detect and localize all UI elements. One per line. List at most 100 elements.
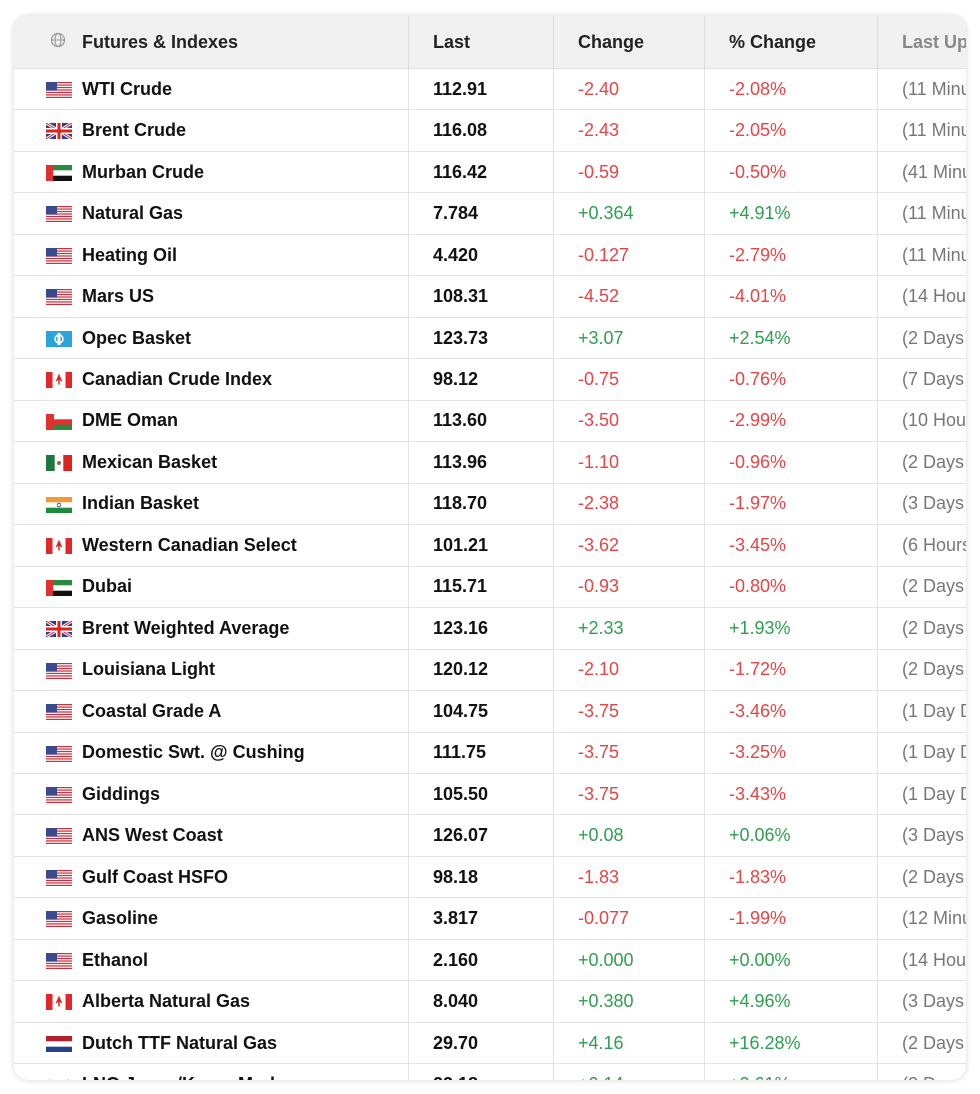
instrument-name-cell: Brent Crude [14, 109, 409, 152]
header-label: Change [578, 31, 645, 52]
change-cell: +4.16 [553, 1021, 705, 1064]
flag-part [46, 713, 72, 716]
table-row: Gasoline 3.817 -0.077 -1.99% (12 Minutes Del… [14, 897, 966, 940]
last-price-cell: 115.71 [408, 565, 554, 608]
last-updated-cell: (1 Day Delay) [877, 731, 966, 774]
instrument-name-cell: LNG Japan/Korea Marker [14, 1063, 409, 1080]
last-updated-cell: (2 Days Delay) [877, 855, 966, 898]
flag-part [46, 301, 72, 303]
percent-change-cell: -2.99% [704, 399, 878, 442]
percent-change-cell: -3.45% [704, 524, 878, 567]
flag-part [46, 247, 72, 250]
flag-part [46, 967, 72, 969]
flag-part [46, 786, 57, 796]
flag-part [46, 994, 53, 1011]
last-updated: (2 Days Delay) [902, 1032, 966, 1053]
percent-change-cell: -3.43% [704, 772, 878, 815]
change: -1.10 [578, 451, 620, 472]
table-row: Gulf Coast HSFO 98.18 -1.83 -1.83% (2 Days D… [14, 855, 966, 898]
flag-part [46, 835, 72, 838]
flag-part [46, 828, 57, 838]
instrument-name: Mexican Basket [82, 451, 218, 472]
change-cell: -3.62 [553, 524, 705, 567]
instrument-name-cell: Coastal Grade A [14, 690, 409, 732]
last-updated: (2 Days Delay) [902, 327, 966, 348]
last-price-cell: 116.42 [408, 150, 554, 193]
last-price: 3.817 [433, 908, 479, 929]
flag-icon [46, 455, 72, 472]
table-row: LNG Japan/Korea Marker 23.18 +0.14 +0.61% (2… [14, 1063, 966, 1080]
flag-part [46, 86, 72, 89]
flag-part [46, 872, 72, 874]
last-price: 111.75 [433, 742, 487, 763]
change-cell: +0.14 [553, 1063, 705, 1080]
flag-part [46, 955, 72, 957]
flag-part [46, 262, 72, 264]
instrument-name: Dutch TTF Natural Gas [82, 1032, 278, 1053]
flag-part [46, 672, 72, 674]
last-updated: (6 Hours Delay) [902, 534, 966, 555]
table-row: Domestic Swt. @ Cushing 111.75 -3.75 -3.25%… [14, 731, 966, 774]
flag-part [46, 965, 72, 967]
flag-icon [46, 662, 72, 679]
last-updated: (12 Minutes Delay) [902, 908, 966, 929]
flag-part [46, 211, 72, 213]
flag-part [46, 843, 72, 845]
percent-change-cell: -2.79% [704, 233, 878, 276]
flag-part [46, 84, 72, 86]
instrument-name-cell: Natural Gas [14, 192, 409, 235]
instrument-name: Giddings [82, 783, 160, 804]
flag-icon [46, 123, 72, 140]
percent-change: -1.83% [729, 866, 787, 887]
last-price: 4.420 [433, 244, 479, 265]
flag-part [46, 677, 72, 679]
table-row: Opec Basket 123.73 +3.07 +2.54% (2 Days Dela… [14, 316, 966, 359]
flag-part [46, 129, 72, 133]
table-row: Brent Crude 116.08 -2.43 -2.05% (11 Minutes … [14, 109, 966, 152]
flag-part [46, 291, 72, 294]
change: -1.83 [578, 866, 620, 887]
flag-part [46, 94, 72, 96]
flag-part [46, 869, 57, 879]
change: +0.08 [578, 825, 624, 846]
percent-change-cell: +16.28% [704, 1021, 878, 1064]
flag-part [46, 255, 72, 257]
flag-part [55, 539, 63, 551]
last-updated-cell: (1 Day Delay) [877, 772, 966, 815]
instrument-name: Murban Crude [82, 161, 205, 182]
instrument-name-cell: Dubai [14, 565, 409, 608]
percent-change: +16.28% [729, 1032, 801, 1053]
instrument-name-cell: DME Oman [14, 399, 409, 442]
instrument-name: DME Oman [82, 410, 179, 431]
flag-part [65, 538, 72, 555]
table-head: Futures & Indexes Last Change % Change L… [14, 16, 966, 69]
instrument-name: Domestic Swt. @ Cushing [82, 742, 305, 763]
last-updated-cell: (7 Days Delay) [877, 358, 966, 401]
last-updated-cell: (3 Days Delay) [877, 814, 966, 857]
flag-part [46, 455, 55, 472]
instrument-name: Mars US [82, 286, 155, 307]
change: -3.75 [578, 700, 620, 721]
last-price-cell: 101.21 [408, 524, 554, 567]
flag-part [65, 372, 72, 389]
header-cell: Last [408, 16, 554, 69]
table-row: Dutch TTF Natural Gas 29.70 +4.16 +16.28% (2… [14, 1021, 966, 1064]
last-price-cell: 108.31 [408, 275, 554, 318]
table-row: Giddings 105.50 -3.75 -3.43% (1 Day Delay) [14, 772, 966, 815]
last-price: 116.42 [433, 161, 488, 182]
flag-part [46, 579, 53, 596]
last-price: 105.50 [433, 783, 489, 804]
table-row: Louisiana Light 120.12 -2.10 -1.72% (2 Days … [14, 648, 966, 691]
last-updated-cell: (10 Hours Delay) [877, 399, 966, 442]
flag-icon [46, 621, 72, 638]
instrument-name-cell: Gulf Coast HSFO [14, 855, 409, 898]
table-row: Indian Basket 118.70 -2.38 -1.97% (3 Days De… [14, 482, 966, 525]
last-price-cell: 126.07 [408, 814, 554, 857]
instrument-name: Brent Crude [82, 120, 187, 141]
percent-change-cell: +4.91% [704, 192, 878, 235]
change-cell: +0.000 [553, 938, 705, 981]
percent-change: -0.76% [729, 369, 787, 390]
flag-part [46, 833, 72, 835]
change: -3.62 [578, 534, 620, 555]
percent-change: -3.46% [729, 700, 787, 721]
